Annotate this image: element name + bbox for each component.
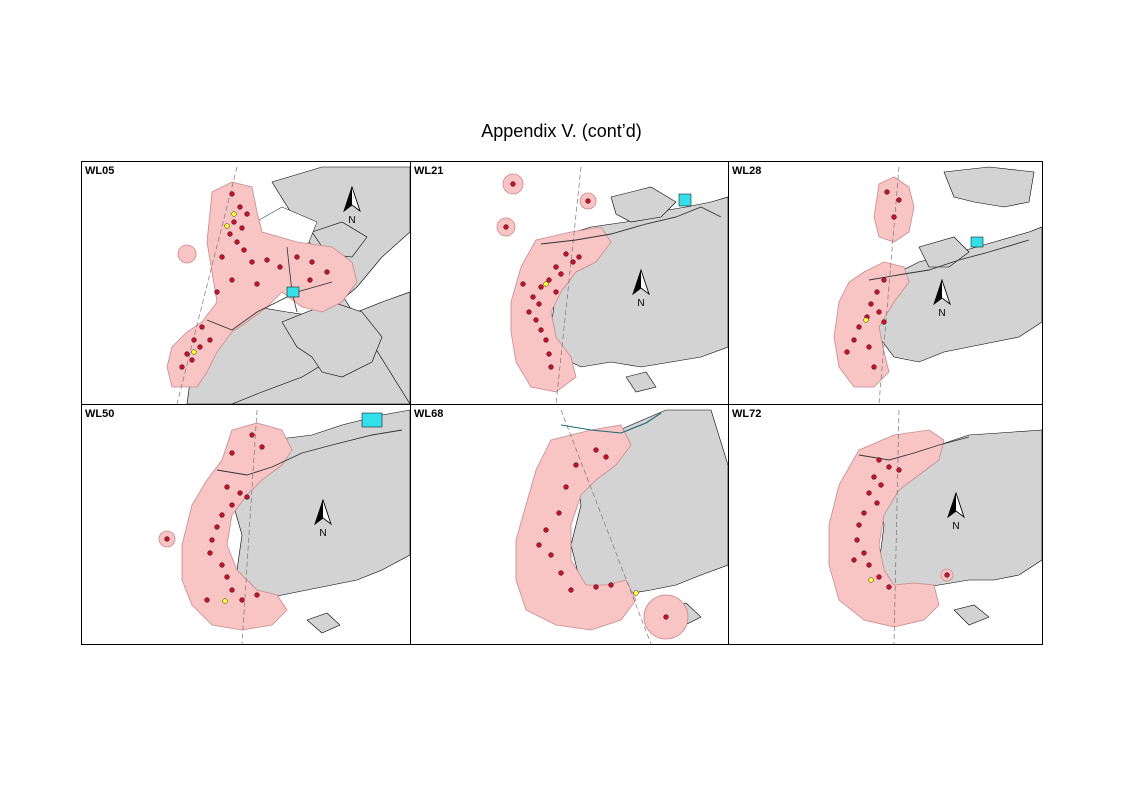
land-mass [625,371,657,393]
map-panel-wl72: WL72 N [729,405,1042,644]
north-arrow-icon: N [343,185,361,226]
land-mass [610,186,677,223]
north-label: N [637,298,644,309]
road-line [206,281,333,331]
location-points [164,432,265,603]
road-line [540,206,722,245]
map-panel-wl21: WL21 [411,162,728,404]
location-points [844,189,902,370]
map-wl50: N [158,409,410,644]
road-line [560,412,662,434]
location-points [851,457,950,590]
north-arrow-icon: N [314,498,332,539]
road-line [216,429,403,476]
grid-divider [82,404,1042,405]
panel-label: WL21 [414,165,444,177]
water-feature [286,286,300,298]
grid-divider [728,162,729,644]
land-mass [918,236,970,268]
home-range-polygon [828,429,945,628]
map-panel-wl50: WL50 N [82,405,410,644]
water-feature [678,193,692,207]
land-mass [878,226,1042,363]
north-arrow-icon: N [933,278,951,319]
map-grid: WL05 [81,161,1043,645]
home-range-polygon [166,181,358,388]
land-mass [953,604,990,626]
panel-label: WL28 [732,165,762,177]
home-range-polygon [510,226,612,393]
land-mass [943,166,1035,208]
north-arrow-icon: N [632,268,650,309]
map-wl21: N [496,166,728,404]
highlight-points [222,598,228,604]
map-wl68: N [515,409,728,644]
north-arrow-icon: N [721,643,728,644]
home-range-polygon [177,244,197,264]
home-range-polygon [515,424,637,631]
land-mass [306,612,341,634]
track-line [176,166,238,404]
highlight-points [863,317,869,323]
highlight-points [868,577,874,583]
home-range-polygon [833,261,910,388]
map-wl05: N [166,166,410,404]
page-title: Appendix V. (cont’d) [481,121,642,141]
road-line [868,239,1030,281]
map-wl72: N [828,409,1042,644]
panel-label: WL72 [732,408,762,420]
panel-label: WL50 [85,408,115,420]
north-label: N [348,215,355,226]
home-range-polygon [181,422,293,631]
highlight-points [543,281,549,287]
map-wl28: N [833,166,1042,404]
land-mass [281,301,383,378]
north-label: N [319,528,326,539]
highlight-points [633,590,639,596]
track-line [893,409,900,644]
map-panel-wl28: WL28 N [729,162,1042,404]
location-points [179,191,330,370]
panel-label: WL68 [414,408,444,420]
north-arrow-icon: N [947,491,965,532]
map-panel-wl68: WL68 N [411,405,728,644]
water-feature [970,236,984,248]
highlight-points [191,211,237,355]
home-range-polygon [873,176,915,243]
water-feature [361,412,383,428]
map-panel-wl05: WL05 [82,162,410,404]
panel-label: WL05 [85,165,115,177]
north-label: N [938,308,945,319]
grid-divider [410,162,411,644]
north-label: N [952,521,959,532]
location-points [503,181,591,370]
track-line [560,409,652,644]
location-points [536,447,669,620]
track-line [241,409,258,644]
